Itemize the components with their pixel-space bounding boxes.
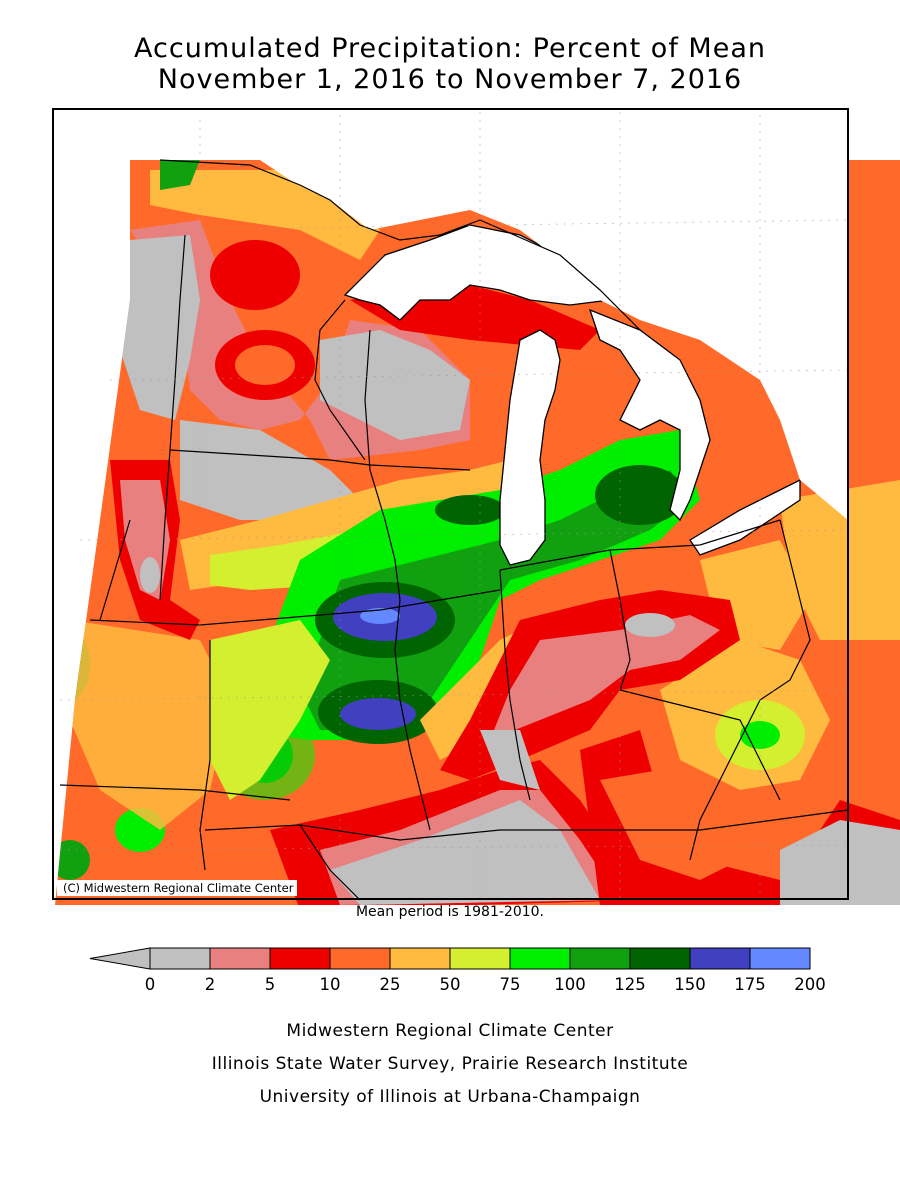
map-subtitle-date-range: November 1, 2016 to November 7, 2016: [157, 64, 743, 95]
mean-period-note: Mean period is 1981-2010.: [355, 904, 545, 920]
legend-tick-50: 50: [439, 975, 461, 994]
legend-tick-125: 125: [614, 975, 646, 994]
legend-swatch-10-25: [329, 947, 391, 970]
legend-tick-5: 5: [264, 975, 276, 994]
canada-land-white: [130, 160, 848, 520]
legend-tick-0: 0: [144, 975, 156, 994]
legend-tick-2: 2: [204, 975, 216, 994]
legend-swatch-75-100: [509, 947, 571, 970]
credit-line-3: University of Illinois at Urbana-Champai…: [259, 1087, 641, 1107]
legend-swatch-50-75: [449, 947, 511, 970]
credit-line-2: Illinois State Water Survey, Prairie Res…: [211, 1054, 689, 1074]
legend-tick-100: 100: [554, 975, 586, 994]
legend-swatch-2-5: [209, 947, 271, 970]
legend-swatches: [89, 947, 811, 970]
lat-lon-grid: [59, 112, 849, 900]
legend-swatch-25-50: [389, 947, 451, 970]
legend-tick-150: 150: [674, 975, 706, 994]
legend-tick-200: 200: [794, 975, 826, 994]
legend-swatch-100-125: [569, 947, 631, 970]
legend-swatch-0-2: [149, 947, 211, 970]
legend-tick-175: 175: [734, 975, 766, 994]
legend-tick-25: 25: [379, 975, 401, 994]
legend-swatch-below-0: [89, 947, 151, 970]
great-lakes: [343, 224, 801, 566]
map-frame-border: [52, 108, 849, 900]
legend-swatch-150-175: [689, 947, 751, 970]
legend-swatch-175-200: [749, 947, 811, 970]
legend-tick-10: 10: [319, 975, 341, 994]
legend-swatch-5-10: [269, 947, 331, 970]
copyright-notice: (C) Midwestern Regional Climate Center: [57, 880, 298, 896]
credit-line-1: Midwestern Regional Climate Center: [286, 1021, 614, 1041]
legend-swatch-125-150: [629, 947, 691, 970]
map-title: Accumulated Precipitation: Percent of Me…: [134, 33, 766, 64]
legend-tick-75: 75: [499, 975, 521, 994]
